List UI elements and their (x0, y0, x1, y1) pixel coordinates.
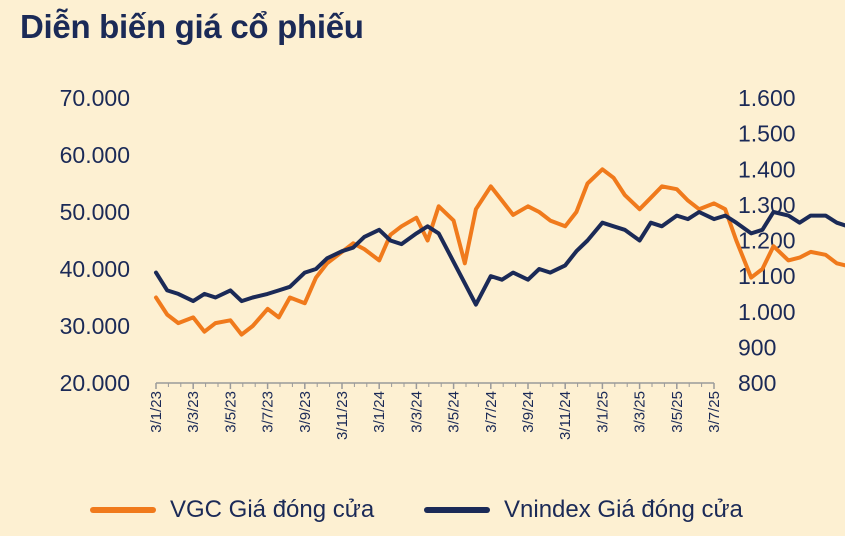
x-tick-label: 3/1/23 (148, 391, 165, 433)
right-y-tick-label: 1.500 (738, 121, 796, 147)
x-tick-label: 3/5/25 (669, 391, 686, 433)
chart-title: Diễn biến giá cổ phiếu (20, 8, 364, 45)
x-axis: 3/1/23 3/3/23 3/5/23 3/7/23 3/9/23 3/11/23 3/1… (148, 382, 723, 440)
x-tick-label: 3/3/23 (185, 391, 202, 433)
x-tick-label: 3/11/23 (334, 391, 351, 440)
legend-swatch-vgc (90, 507, 156, 513)
x-tick-label: 3/7/23 (260, 391, 277, 433)
left-y-tick-label: 40.000 (60, 256, 130, 282)
x-tick-label: 3/7/24 (483, 391, 500, 433)
legend-label-vnindex: Vnindex Giá đóng cửa (504, 496, 743, 523)
left-y-tick-label: 70.000 (60, 85, 130, 111)
x-tick-label: 3/1/25 (594, 391, 611, 433)
legend-item-vnindex: Vnindex Giá đóng cửa (424, 488, 743, 532)
legend-swatch-vnindex (424, 507, 490, 513)
left-y-tick-label: 30.000 (60, 313, 130, 339)
left-y-tick-label: 20.000 (60, 370, 130, 396)
x-tick-label: 3/5/24 (446, 391, 463, 433)
right-y-tick-label: 1.000 (738, 299, 796, 325)
right-y-tick-label: 800 (738, 370, 776, 396)
x-tick-label: 3/1/24 (371, 391, 388, 433)
left-y-tick-label: 50.000 (60, 199, 130, 225)
x-tick-label: 3/3/24 (408, 391, 425, 433)
x-tick-label: 3/9/23 (297, 391, 314, 433)
vnindex-series-line (154, 210, 845, 307)
right-y-tick-label: 1.400 (738, 156, 796, 182)
legend-item-vgc: VGC Giá đóng cửa (90, 488, 374, 532)
right-y-axis-ticks: 1.6001.5001.4001.3001.2001.1001.00090080… (738, 85, 796, 396)
legend: VGC Giá đóng cửa Vnindex Giá đóng cửa (0, 488, 845, 532)
left-y-axis-ticks: 70.000 60.000 50.000 40.000 30.000 20.000 (60, 85, 130, 396)
price-chart: 70.000 60.000 50.000 40.000 30.000 20.000 1.6… (60, 85, 845, 440)
x-tick-label: 3/9/24 (520, 391, 537, 433)
x-tick-label: 3/5/23 (222, 391, 239, 433)
x-tick-label: 3/3/25 (632, 391, 649, 433)
x-tick-label: 3/11/24 (557, 391, 574, 440)
right-y-tick-label: 1.600 (738, 85, 796, 111)
legend-label-vgc: VGC Giá đóng cửa (170, 496, 375, 523)
x-tick-label: 3/7/25 (706, 391, 723, 433)
left-y-tick-label: 60.000 (60, 142, 130, 168)
series-lines (154, 167, 845, 337)
vgc-series-line (154, 167, 845, 337)
right-y-tick-label: 900 (738, 334, 776, 360)
